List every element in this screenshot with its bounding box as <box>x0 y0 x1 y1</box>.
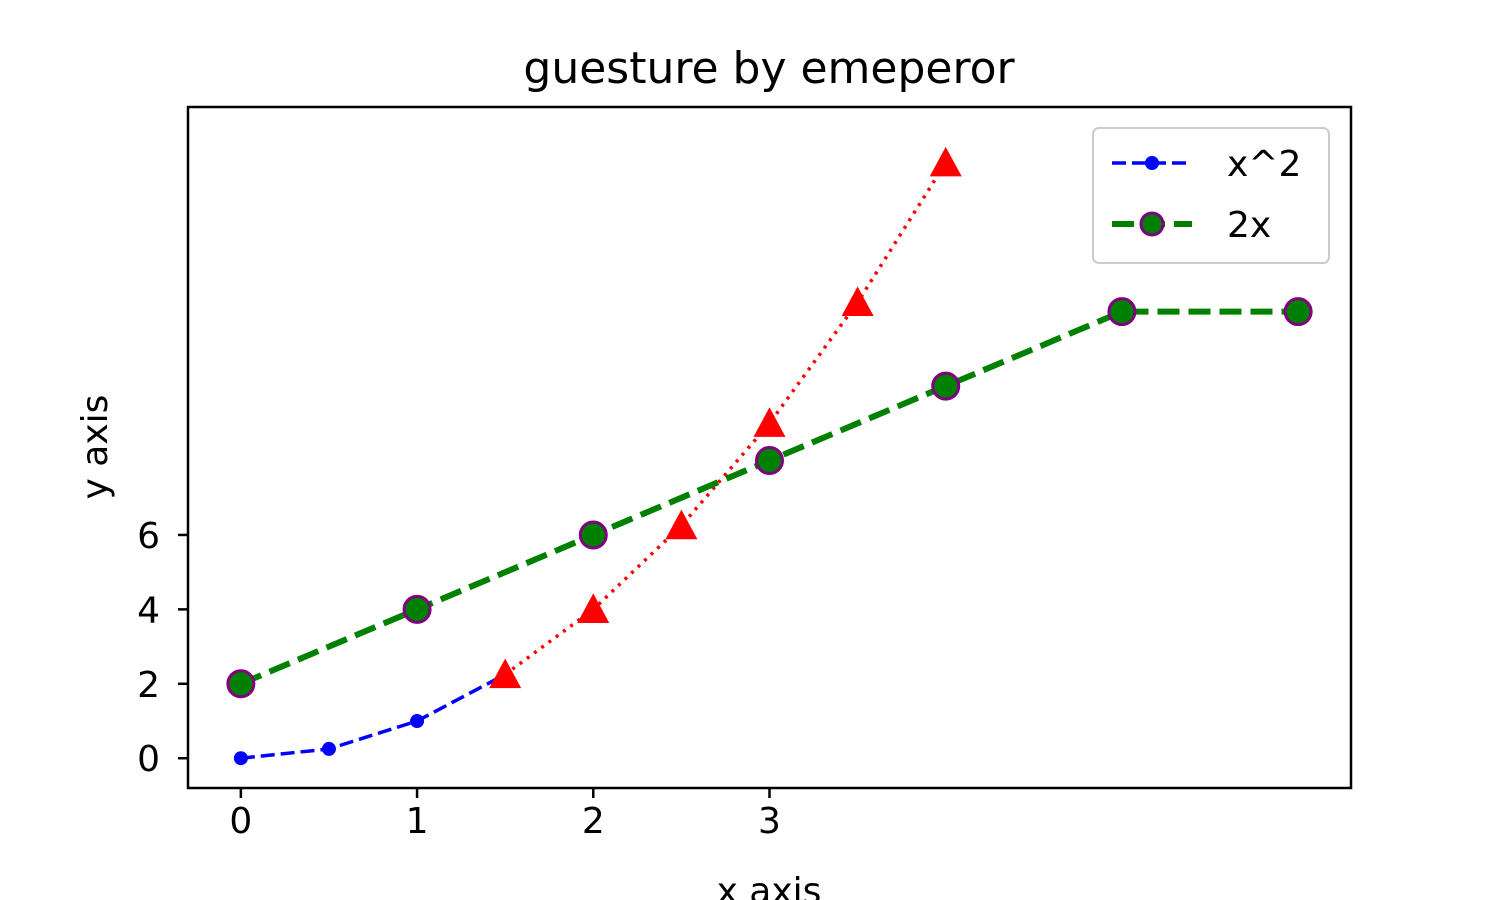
series-line-1 <box>504 161 948 676</box>
y-tick-label-2: 4 <box>137 590 160 631</box>
legend-label-x2: x^2 <box>1227 144 1301 185</box>
data-point-s2-3 <box>755 446 784 476</box>
x-tick-label-3: 3 <box>758 801 781 842</box>
legend-marker-x2 <box>1145 156 1159 170</box>
series-line-0 <box>240 672 506 760</box>
data-point-s2-6 <box>1283 297 1313 327</box>
legend: x^2 2x <box>1092 127 1330 264</box>
x-axis-ticks: 0 1 2 3 <box>229 788 781 842</box>
data-point-s2-0 <box>226 669 256 699</box>
data-point-s1-5 <box>929 146 962 177</box>
data-point-s0-2 <box>410 714 425 729</box>
data-point-s0-1 <box>321 741 336 756</box>
chart-title: guesture by emeperor <box>523 43 1015 94</box>
plot-area <box>226 146 1313 766</box>
x-tick-label-1: 1 <box>406 801 429 842</box>
data-point-s1-3 <box>753 407 786 437</box>
legend-marker-2x <box>1139 211 1165 237</box>
data-point-s2-4 <box>931 371 961 401</box>
series-line-2 <box>239 308 1299 687</box>
data-point-s1-4 <box>841 286 874 316</box>
data-point-s2-1 <box>402 594 432 624</box>
data-point-s1-1 <box>577 593 610 623</box>
data-point-s2-2 <box>578 520 608 550</box>
y-tick-label-3: 6 <box>137 516 160 557</box>
y-axis-label: y axis <box>75 395 116 500</box>
y-tick-label-1: 2 <box>137 665 160 706</box>
data-point-s1-0 <box>489 658 522 689</box>
x-axis-label: x axis <box>717 871 822 900</box>
data-point-s0-0 <box>233 751 248 766</box>
x-tick-label-2: 2 <box>582 801 605 842</box>
y-axis-ticks: 0 2 4 6 <box>137 516 188 780</box>
x-tick-label-0: 0 <box>229 801 252 842</box>
y-tick-label-0: 0 <box>137 739 160 780</box>
data-point-s1-2 <box>665 509 698 540</box>
legend-label-2x: 2x <box>1227 205 1271 246</box>
data-point-s2-5 <box>1107 297 1137 327</box>
